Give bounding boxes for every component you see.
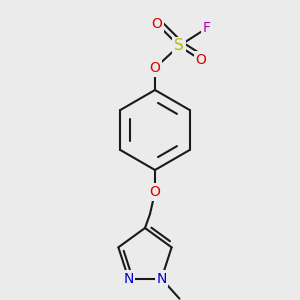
Text: F: F (203, 21, 211, 35)
Text: N: N (123, 272, 134, 286)
Text: O: O (150, 61, 160, 75)
Text: O: O (196, 53, 206, 67)
Text: N: N (156, 272, 167, 286)
Text: O: O (150, 185, 160, 199)
Text: O: O (152, 17, 162, 31)
Text: S: S (174, 38, 184, 53)
